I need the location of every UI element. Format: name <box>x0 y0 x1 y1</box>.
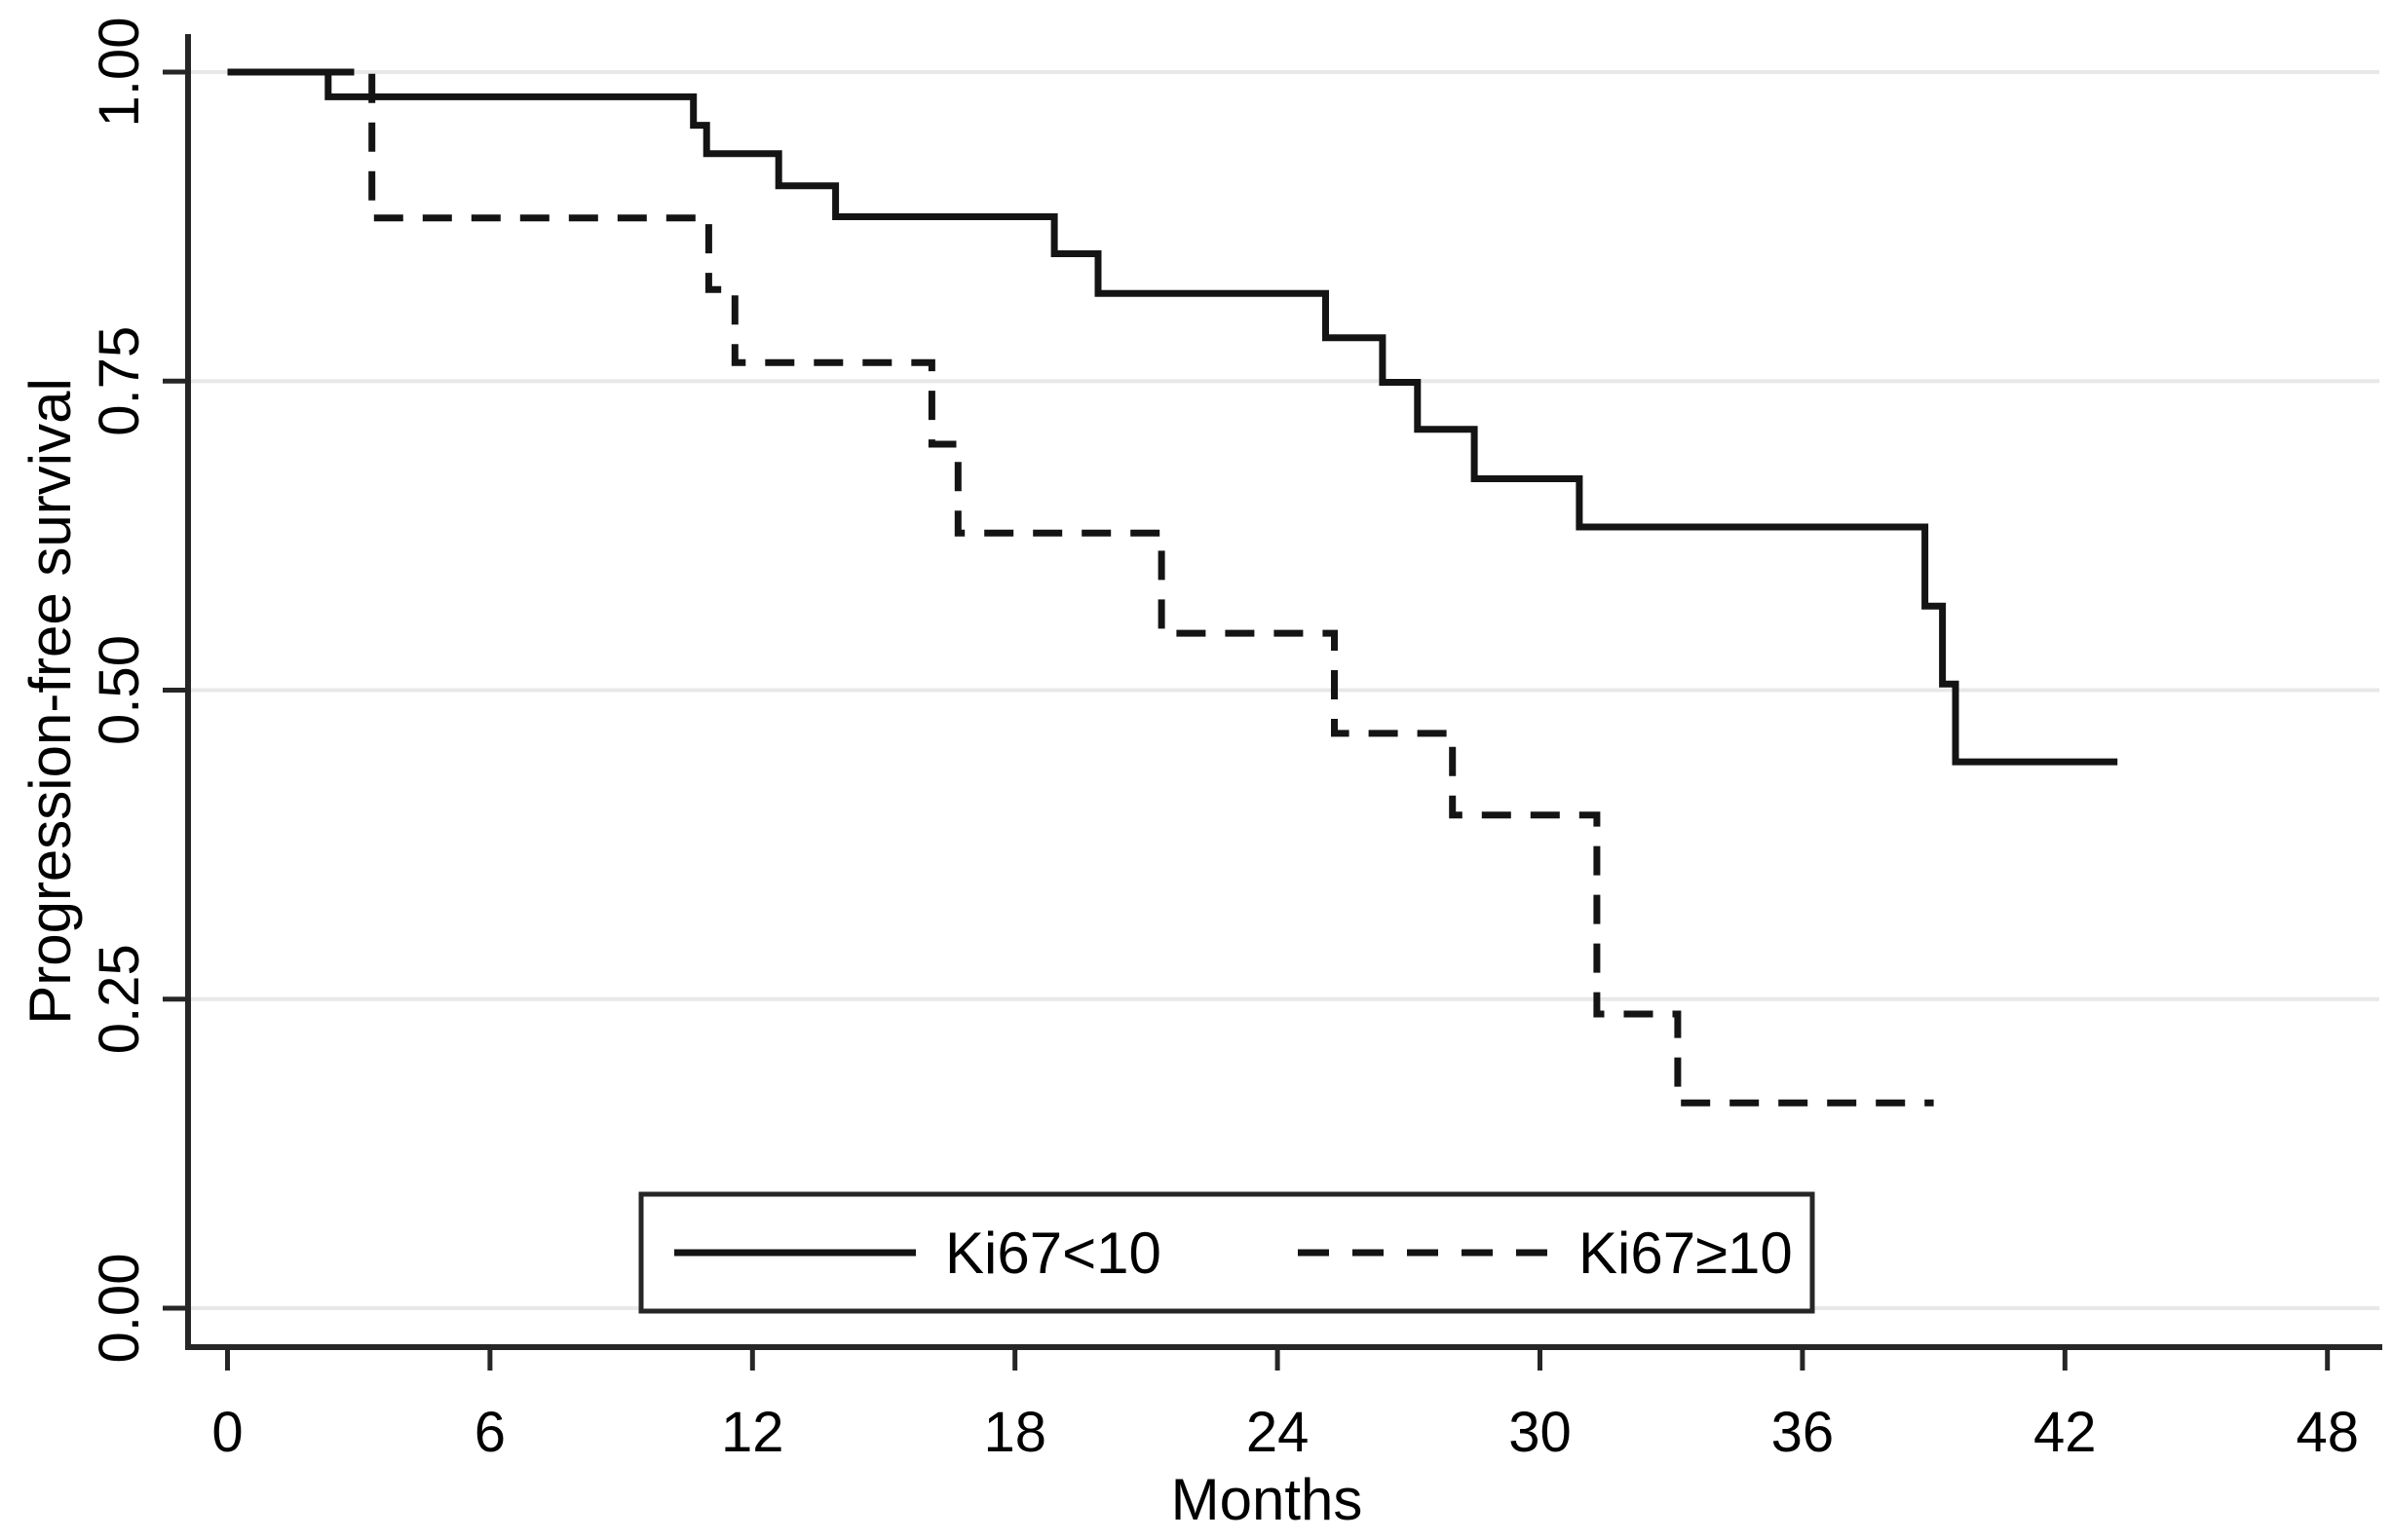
km-curve-solid <box>227 68 2118 766</box>
x-tick-label: 0 <box>211 1401 243 1464</box>
legend-box: Ki67<10 Ki67≥10 <box>638 1191 1815 1314</box>
x-axis-title: Months <box>1171 1467 1363 1532</box>
x-tick-label: 36 <box>1771 1401 1835 1464</box>
x-tick-label: 48 <box>2296 1401 2359 1464</box>
y-axis-title: Progression-free survival <box>18 378 83 1025</box>
x-axis-tick-labels: 0 6 12 18 24 30 36 42 48 <box>211 1401 2359 1464</box>
x-tick-label: 18 <box>983 1401 1046 1464</box>
x-tick-label: 42 <box>2033 1401 2097 1464</box>
x-tick-label: 12 <box>721 1401 784 1464</box>
y-axis-ticks <box>163 69 188 1311</box>
x-tick-label: 24 <box>1246 1401 1310 1464</box>
y-tick-label: 1.00 <box>88 18 151 128</box>
x-tick-label: 6 <box>475 1401 506 1464</box>
legend-label-ki67-lt-10: Ki67<10 <box>945 1221 1161 1286</box>
x-tick-label: 30 <box>1508 1401 1572 1464</box>
legend-label-ki67-ge-10: Ki67≥10 <box>1578 1221 1793 1286</box>
km-curve-dashed <box>227 68 1934 1107</box>
x-axis-ticks <box>225 1347 2331 1371</box>
y-tick-label: 0.50 <box>88 635 151 745</box>
y-tick-label: 0.75 <box>88 326 151 436</box>
y-axis-tick-labels: 0.00 0.25 0.50 0.75 1.00 <box>88 18 151 1364</box>
y-tick-label: 0.00 <box>88 1254 151 1364</box>
survival-curves <box>227 68 2118 1107</box>
y-tick-label: 0.25 <box>88 944 151 1054</box>
gridlines <box>188 70 2379 1310</box>
